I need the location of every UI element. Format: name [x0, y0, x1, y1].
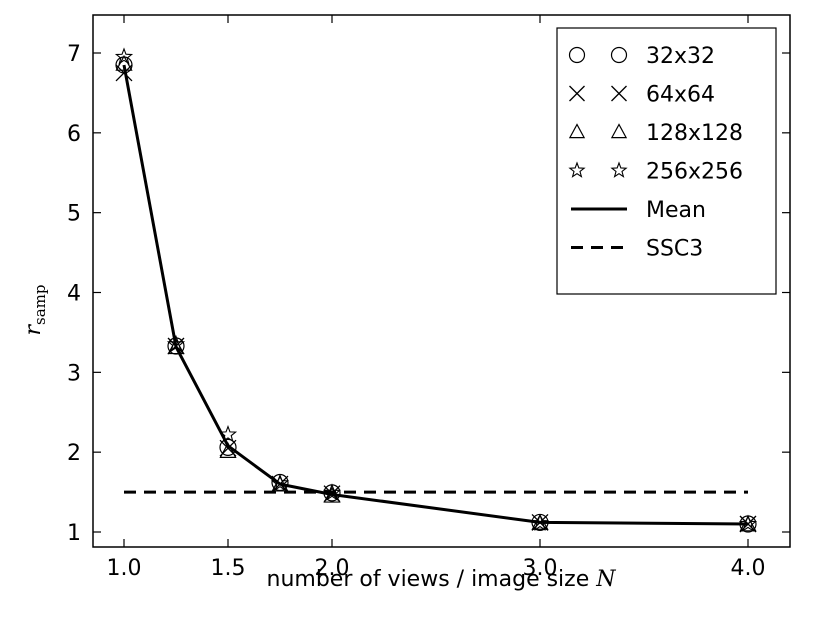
point-256x256 — [218, 425, 238, 443]
x-marker-stroke — [611, 85, 627, 102]
y-tick-label: 3 — [67, 361, 81, 386]
point-64x64 — [271, 475, 289, 493]
point-256x256 — [322, 483, 342, 501]
legend-label: 128x128 — [646, 121, 743, 146]
legend-marker-64x64 — [611, 85, 627, 102]
point-32x32 — [219, 438, 237, 456]
x-tick-label: 3.0 — [523, 556, 558, 581]
x-tick-label: 4.0 — [731, 556, 766, 581]
y-tick-label: 6 — [67, 122, 81, 147]
y-tick-label: 1 — [67, 521, 81, 546]
legend-marker-128x128 — [568, 123, 586, 139]
svg-text:rsamp: rsamp — [21, 285, 49, 336]
axes-ticks: 1.0 1.5 2.0 3.0 4.0 1 2 3 4 5 6 7 — [67, 15, 790, 581]
legend: 32x32 64x64 128x128 256x256 Mean SSC3 — [556, 27, 777, 295]
legend-marker-128x128 — [610, 123, 628, 139]
x-axis-label: number of views / image size N — [267, 567, 617, 592]
x-tick-label: 1.0 — [107, 556, 142, 581]
legend-marker-64x64 — [569, 85, 585, 102]
point-128x128 — [531, 513, 549, 530]
point-128x128 — [739, 515, 757, 532]
series-layer — [114, 47, 758, 533]
y-axis-label: rsamp — [21, 285, 49, 336]
y-tick-label: 2 — [67, 441, 81, 466]
point-256x256 — [114, 47, 134, 65]
x-marker-stroke — [115, 64, 133, 82]
plot-frame — [92, 14, 791, 548]
point-64x64 — [739, 515, 757, 533]
y-tick-label: 4 — [67, 282, 81, 307]
y-tick-label: 7 — [67, 42, 81, 67]
legend-label: 256x256 — [646, 160, 743, 185]
legend-label: SSC3 — [646, 237, 703, 262]
legend-label: 64x64 — [646, 83, 715, 108]
point-64x64 — [531, 513, 549, 531]
legend-box — [556, 27, 777, 295]
legend-label: Mean — [646, 198, 706, 223]
legend-marker-256x256 — [568, 161, 586, 178]
x-tick-label: 1.5 — [211, 556, 246, 581]
y-tick-label: 5 — [67, 202, 81, 227]
x-marker-stroke — [271, 475, 289, 493]
point-128x128 — [219, 442, 237, 458]
point-256x256 — [270, 473, 290, 492]
legend-marker-256x256 — [610, 161, 628, 178]
point-256x256 — [530, 513, 550, 531]
x-marker-stroke — [739, 515, 757, 533]
x-marker-stroke — [531, 513, 549, 531]
legend-label: 32x32 — [646, 44, 715, 69]
point-256x256 — [166, 334, 186, 353]
point-64x64 — [115, 64, 133, 82]
point-256x256 — [738, 514, 758, 532]
legend-marker-32x32 — [568, 46, 586, 64]
legend-marker-32x32 — [610, 46, 628, 64]
x-marker-stroke — [569, 85, 585, 102]
x-tick-label: 2.0 — [315, 556, 350, 581]
